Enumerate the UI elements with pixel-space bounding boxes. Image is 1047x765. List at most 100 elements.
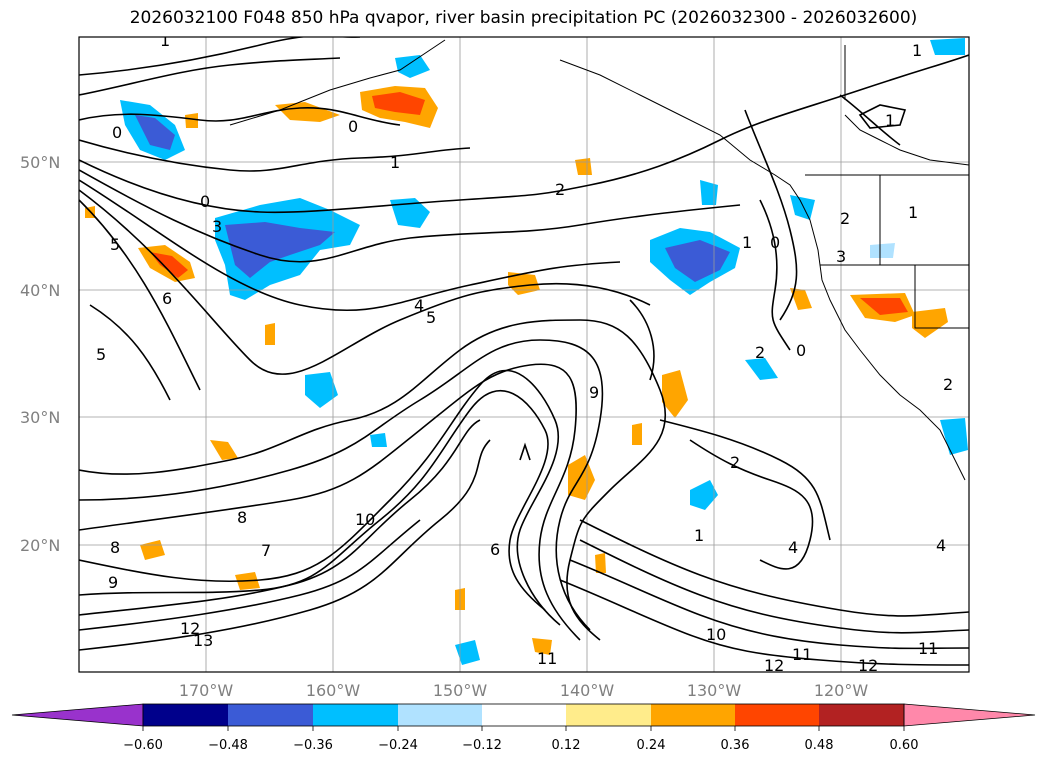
contour-label: 5 (110, 235, 120, 254)
qvapor-contours (79, 37, 969, 666)
contour-label: 0 (348, 117, 358, 136)
lon-label: 160°W (306, 681, 361, 700)
contour-label: 1 (694, 526, 704, 545)
negative-anomaly-region (390, 198, 430, 228)
contour-label: 3 (836, 247, 846, 266)
contour-label: 2 (943, 375, 953, 394)
lon-label: 120°W (814, 681, 869, 700)
negative-anomaly-region (940, 418, 968, 455)
positive-anomaly-region (532, 638, 552, 655)
contour-label: 11 (792, 645, 812, 664)
colorbar-ticks (142, 726, 905, 731)
gridlines (79, 37, 969, 672)
contour-label: 1 (160, 31, 170, 50)
positive-anomaly-region (372, 92, 425, 115)
colorbar-segment (651, 704, 735, 726)
negative-anomaly-region (690, 480, 718, 510)
contour-label: 1 (742, 233, 752, 252)
contour-label: 6 (162, 289, 172, 308)
colorbar-extend-high (903, 703, 1036, 727)
contour-label: 1 (885, 111, 895, 130)
colorbar-tick-label: −0.60 (123, 738, 163, 753)
negative-anomaly-region (930, 38, 965, 55)
contour-label: 2 (555, 180, 565, 199)
colorbar-segment (482, 704, 566, 726)
negative-anomaly-region (135, 115, 175, 150)
negative-anomaly-region (790, 195, 815, 220)
positive-anomaly-region (275, 102, 340, 122)
positive-anomaly-region (632, 423, 642, 445)
lon-label: 150°W (433, 681, 488, 700)
colorbar-segment (819, 704, 904, 726)
lat-label: 30°N (20, 408, 60, 427)
map-title: 2026032100 F048 850 hPa qvapor, river ba… (129, 8, 918, 28)
lon-label: 130°W (687, 681, 742, 700)
colorbar-extend-low (11, 703, 144, 727)
contour-label: 4 (936, 536, 946, 555)
negative-anomaly-region (370, 433, 387, 447)
contour-label: 2 (840, 209, 850, 228)
contour-label: 1 (390, 153, 400, 172)
positive-anomaly-region (265, 323, 275, 345)
contour-label: 9 (589, 383, 599, 402)
lat-label: 20°N (20, 536, 60, 555)
lat-label: 40°N (20, 281, 60, 300)
map-content: 1 1 0 1 0 1 2 0 3 5 6 4 5 2 2 0 3 5 8 7 … (79, 31, 969, 675)
colorbar-tick-label: −0.36 (293, 738, 333, 753)
contour-label: 12 (764, 656, 784, 675)
negative-anomaly-region (305, 372, 338, 408)
colorbar-segment (566, 704, 651, 726)
colorbar-tick-label: 0.12 (552, 738, 581, 753)
colorbar-segment (143, 704, 228, 726)
colorbar-tick-label: −0.24 (378, 738, 418, 753)
colorbar-tick-label: 0.24 (637, 738, 666, 753)
contour-label: 0 (796, 341, 806, 360)
positive-anomaly-region (790, 288, 812, 310)
colorbar-tick-label: 0.60 (890, 738, 919, 753)
negative-anomaly-region (395, 55, 430, 78)
contour-label: 4 (414, 296, 424, 315)
map-frame (78, 36, 970, 673)
contour-label: 6 (490, 540, 500, 559)
contour-label: 1 (908, 203, 918, 222)
contour-label: 0 (200, 192, 210, 211)
contour-label: 7 (261, 541, 271, 560)
contour-label: 2 (755, 343, 765, 362)
contour-label: 13 (193, 631, 213, 650)
positive-anomaly-region (662, 370, 688, 418)
contour-labels: 1 1 0 1 0 1 2 0 3 5 6 4 5 2 2 0 3 5 8 7 … (96, 31, 953, 675)
positive-anomaly-region (508, 272, 540, 295)
contour-label: 10 (706, 625, 726, 644)
contour-label: 0 (770, 233, 780, 252)
contour-label: 0 (112, 123, 122, 142)
negative-anomaly-region (870, 243, 895, 258)
longitude-labels: 170°W 160°W 150°W 140°W 130°W 120°W (179, 681, 869, 700)
colorbar-outline (142, 703, 905, 727)
positive-anomaly-region (575, 158, 592, 175)
positive-anomaly-region (912, 308, 948, 338)
lon-label: 140°W (560, 681, 615, 700)
contour-label: 4 (788, 538, 798, 557)
contour-label: 10 (355, 510, 375, 529)
contour-label: 8 (110, 538, 120, 557)
contour-label: 1 (912, 41, 922, 60)
positive-anomaly-region (185, 113, 198, 128)
contour-label: 5 (426, 308, 436, 327)
contour-label: 2 (730, 453, 740, 472)
colorbar-tick-label: −0.48 (208, 738, 248, 753)
negative-anomaly-region (700, 180, 718, 205)
colorbar-tick-label: 0.48 (805, 738, 834, 753)
positive-anomaly-region (595, 553, 606, 573)
contour-label: 5 (96, 345, 106, 364)
colorbar-segment (313, 704, 398, 726)
contour-label: 3 (212, 217, 222, 236)
colorbar-segment (228, 704, 313, 726)
positive-anomaly-region (568, 455, 595, 500)
coastlines (229, 39, 969, 481)
colorbar-segment (735, 704, 819, 726)
contour-label: 12 (858, 656, 878, 675)
colorbar-tick-label: 0.36 (721, 738, 750, 753)
contour-label: 8 (237, 508, 247, 527)
latitude-labels: 50°N 40°N 30°N 20°N (20, 153, 60, 555)
lon-label: 170°W (179, 681, 234, 700)
